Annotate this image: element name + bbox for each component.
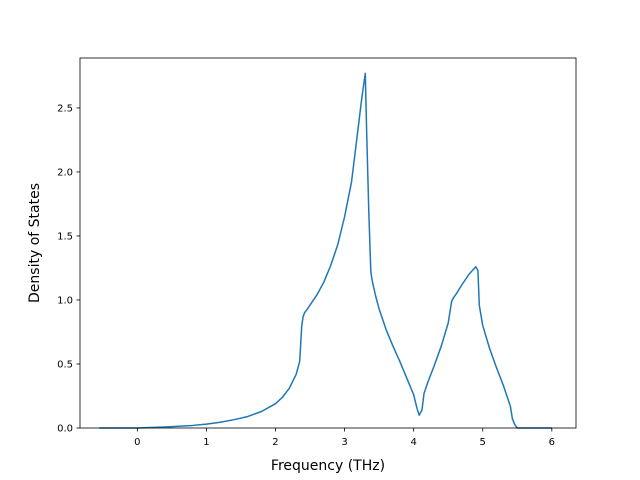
x-tick-label: 4 bbox=[410, 437, 416, 448]
axes-frame bbox=[79, 57, 577, 429]
y-tick-label: 0.5 bbox=[57, 359, 73, 370]
x-tick-label: 3 bbox=[341, 437, 347, 448]
y-axis-label: Density of States bbox=[27, 183, 43, 303]
x-tick-label: 6 bbox=[549, 437, 555, 448]
x-tick-label: 5 bbox=[480, 437, 486, 448]
y-tick-label: 2.0 bbox=[57, 167, 73, 178]
y-tick-label: 1.5 bbox=[57, 231, 73, 242]
plot-area bbox=[99, 72, 552, 429]
y-tick-label: 0.0 bbox=[57, 424, 73, 435]
y-tick-label: 1.0 bbox=[57, 295, 73, 306]
y-tick-label: 2.5 bbox=[57, 103, 73, 114]
dos-series-line-0 bbox=[99, 72, 552, 429]
x-tick-label: 0 bbox=[134, 437, 140, 448]
x-tick-label: 2 bbox=[272, 437, 278, 448]
axis-ticks: 0 1 2 3 4 5 6 0.0 0.5 1.0 1.5 2.0 2.5 bbox=[57, 103, 555, 448]
x-axis-label: Frequency (THz) bbox=[271, 458, 385, 474]
x-tick-label: 1 bbox=[203, 437, 209, 448]
